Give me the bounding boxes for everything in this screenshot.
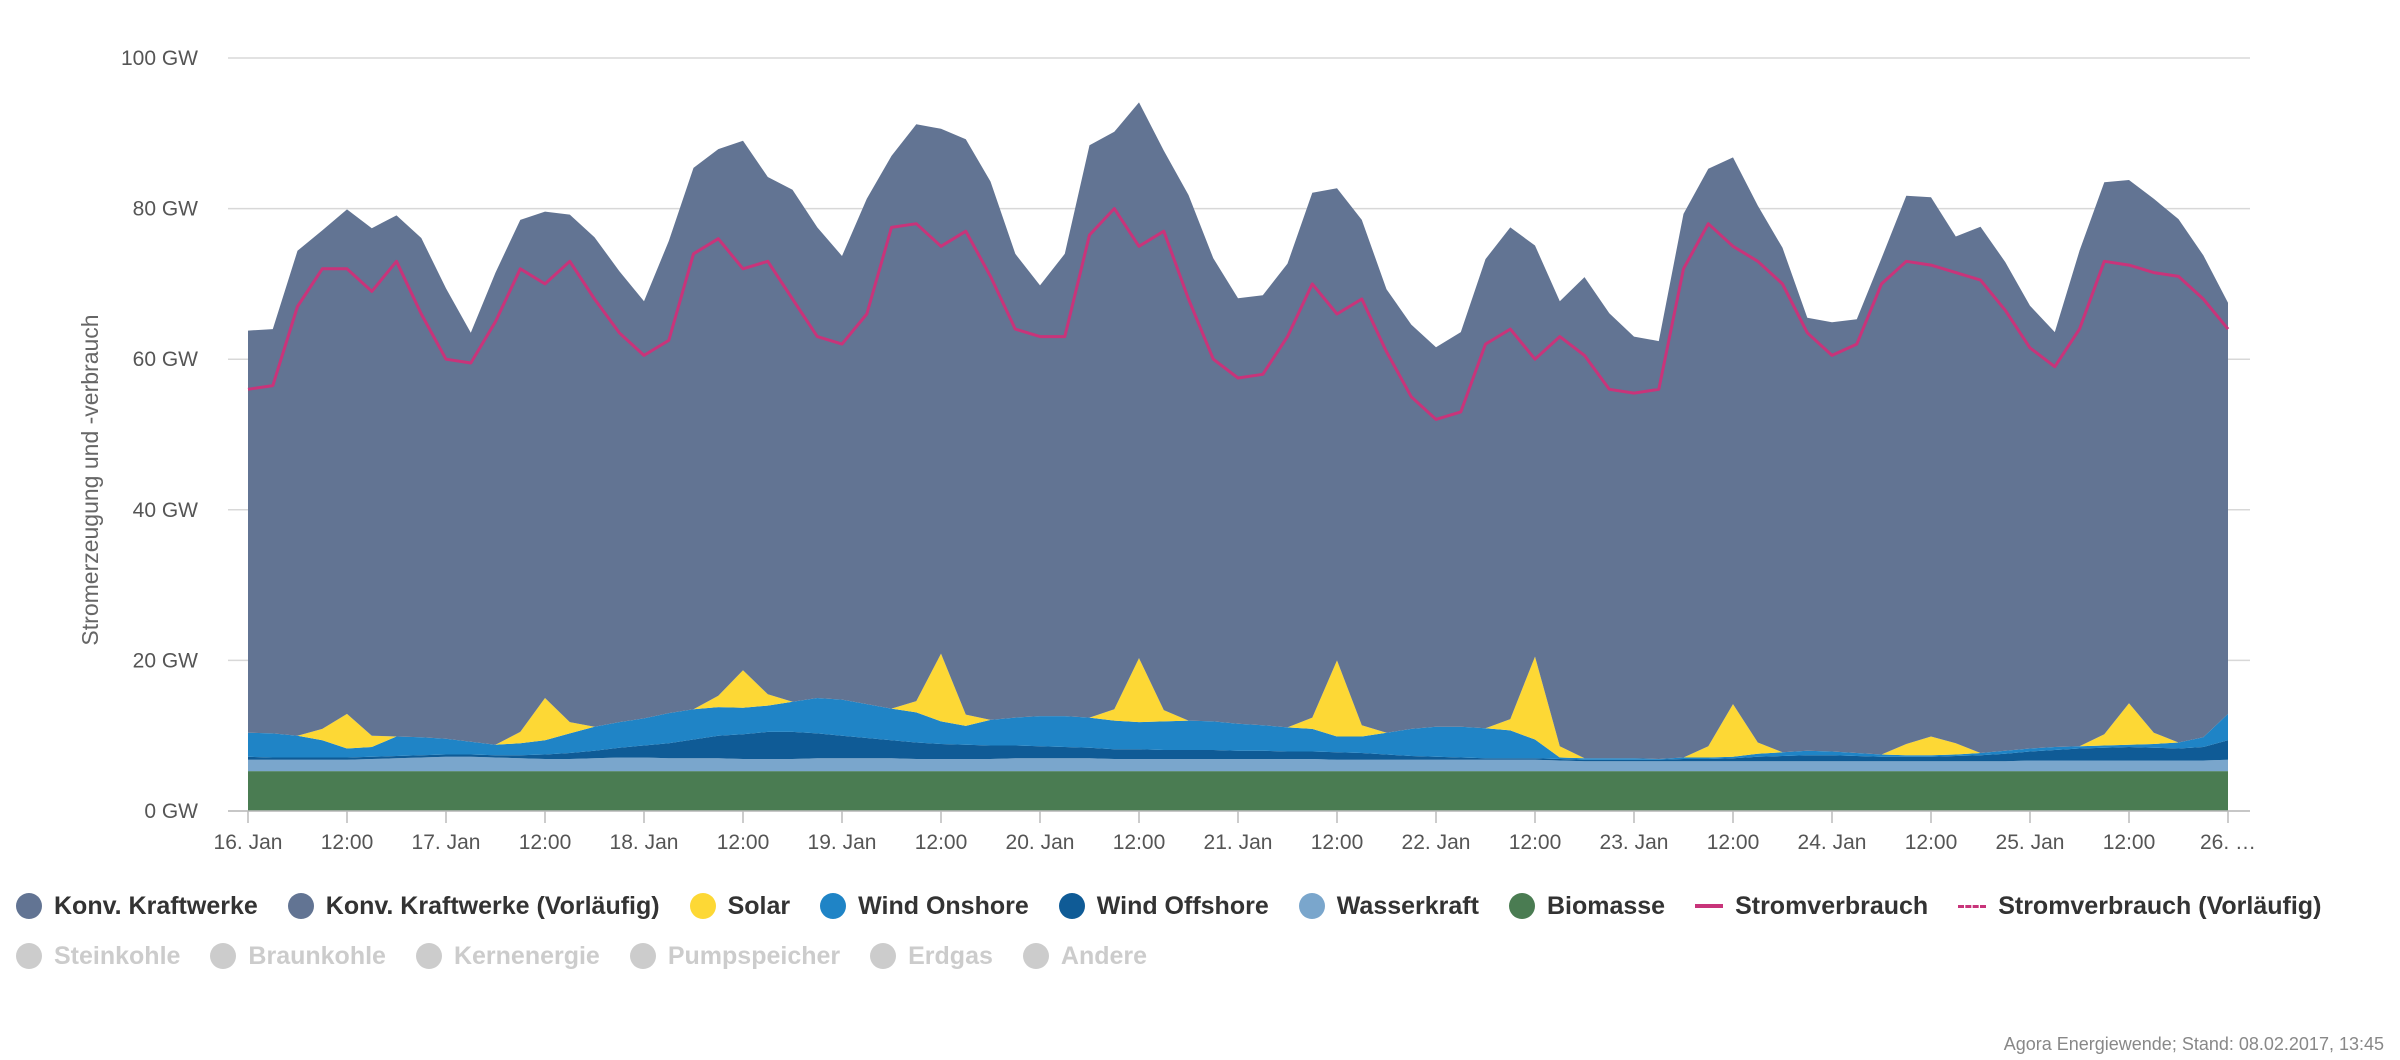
x-tick-label: 20. Jan xyxy=(1006,831,1075,854)
x-tick-label: 12:00 xyxy=(1311,831,1364,854)
x-tick-label: 26. … xyxy=(2200,831,2256,854)
legend-item-wind-offshore[interactable]: Wind Offshore xyxy=(1058,891,1269,921)
x-tick-label: 12:00 xyxy=(1707,831,1760,854)
legend-label: Braunkohle xyxy=(248,941,386,970)
legend-dot-icon xyxy=(689,893,716,919)
area-konv-kraftwerke xyxy=(248,102,2228,759)
legend-label: Kernenergie xyxy=(453,941,600,970)
legend-item-steinkohle[interactable]: Steinkohle xyxy=(16,942,180,971)
line-stromverbrauch xyxy=(247,207,2230,421)
x-tick-label: 21. Jan xyxy=(1204,831,1273,854)
legend: Konv. Kraftwerke Konv. Kraftwerke (Vorläu… xyxy=(16,888,2386,988)
area-solar xyxy=(248,653,2228,759)
legend-item-braunkohle[interactable]: Braunkohle xyxy=(210,942,386,971)
x-axis-ticks: 16. Jan 12:00 17. Jan 12:00 18. Jan 12:00 19. … xyxy=(214,811,2256,854)
legend-label: Wind Onshore xyxy=(858,891,1029,920)
credit-text: Agora Energiewende; Stand: 08.02.2017, 1… xyxy=(2003,1034,2384,1054)
area-wasserkraft xyxy=(248,756,2228,772)
x-tick-label: 25. Jan xyxy=(1996,831,2065,854)
area-wind-offshore xyxy=(248,731,2228,762)
consumption-line xyxy=(247,207,2230,421)
legend-item-wasserkraft[interactable]: Wasserkraft xyxy=(1298,891,1479,921)
legend-label: Wind Offshore xyxy=(1096,891,1269,920)
x-tick-label: 12:00 xyxy=(717,831,770,854)
legend-item-biomasse[interactable]: Biomasse xyxy=(1508,891,1666,921)
legend-dot-icon xyxy=(870,943,897,969)
legend-label: Steinkohle xyxy=(54,941,181,970)
x-tick-label: 12:00 xyxy=(2103,831,2156,854)
area-biomasse xyxy=(248,771,2228,811)
legend-dot-icon xyxy=(16,893,42,919)
legend-label: Stromverbrauch (Vorläufig) xyxy=(1998,891,2322,920)
x-tick-label: 12:00 xyxy=(1509,831,1562,854)
legend-label: Wasserkraft xyxy=(1336,891,1479,920)
legend-item-stromverbrauch[interactable]: Stromverbrauch xyxy=(1695,892,1928,921)
legend-label: Konv. Kraftwerke xyxy=(54,891,258,920)
legend-dot-icon xyxy=(820,893,847,919)
x-tick-label: 12:00 xyxy=(1905,831,1958,854)
x-tick-label: 12:00 xyxy=(1113,831,1166,854)
legend-dashed-line-icon xyxy=(1958,904,1987,908)
area-wind-onshore xyxy=(248,698,2228,760)
legend-dot-icon xyxy=(1508,893,1535,919)
legend-item-pumpspeicher[interactable]: Pumpspeicher xyxy=(629,941,841,971)
y-axis-ticks: 0 GW 20 GW 40 GW 60 GW 80 GW 100 GW xyxy=(121,47,198,823)
y-tick-label: 60 GW xyxy=(133,348,199,371)
x-tick-label: 12:00 xyxy=(915,831,968,854)
y-tick-label: 100 GW xyxy=(121,47,198,70)
legend-row-hidden: Steinkohle Braunkohle Kernenergie Pumpspeic… xyxy=(16,938,2386,974)
x-tick-label: 12:00 xyxy=(519,831,572,854)
legend-dot-icon xyxy=(287,893,314,919)
legend-item-konv-kraftwerke[interactable]: Konv. Kraftwerke xyxy=(16,892,258,921)
y-tick-label: 40 GW xyxy=(133,499,199,522)
legend-row-visible: Konv. Kraftwerke Konv. Kraftwerke (Vorläu… xyxy=(16,888,2386,924)
legend-item-erdgas[interactable]: Erdgas xyxy=(870,942,993,971)
x-tick-label: 19. Jan xyxy=(808,831,877,854)
legend-item-kernenergie[interactable]: Kernenergie xyxy=(415,941,600,971)
y-tick-label: 80 GW xyxy=(133,198,199,221)
legend-label: Stromverbrauch xyxy=(1735,891,1929,920)
y-tick-label: 20 GW xyxy=(133,649,199,672)
legend-item-wind-onshore[interactable]: Wind Onshore xyxy=(820,892,1029,921)
x-tick-label: 18. Jan xyxy=(610,831,679,854)
legend-dot-icon xyxy=(16,943,42,969)
legend-label: Solar xyxy=(727,891,791,920)
x-tick-label: 12:00 xyxy=(321,831,374,854)
x-tick-label: 17. Jan xyxy=(412,831,481,854)
legend-label: Erdgas xyxy=(908,941,993,970)
chart: 0 GW 20 GW 40 GW 60 GW 80 GW 100 GW 16. Jan 12… xyxy=(77,47,2256,854)
legend-dot-icon xyxy=(415,943,442,969)
legend-dot-icon xyxy=(210,943,237,969)
x-tick-label: 16. Jan xyxy=(214,831,283,854)
legend-label: Pumpspeicher xyxy=(667,941,841,970)
legend-label: Konv. Kraftwerke (Vorläufig) xyxy=(325,891,660,920)
x-tick-label: 23. Jan xyxy=(1600,831,1669,854)
legend-line-icon xyxy=(1695,904,1724,908)
legend-label: Andere xyxy=(1060,941,1148,970)
legend-dot-icon xyxy=(1298,893,1325,919)
legend-label: Biomasse xyxy=(1546,891,1666,920)
y-axis-label: Stromerzeugung und -verbrauch xyxy=(77,314,103,645)
x-tick-label: 22. Jan xyxy=(1402,831,1471,854)
legend-item-solar[interactable]: Solar xyxy=(689,891,791,921)
x-tick-label: 24. Jan xyxy=(1798,831,1867,854)
y-tick-label: 0 GW xyxy=(144,800,198,823)
legend-dot-icon xyxy=(1022,943,1049,969)
legend-dot-icon xyxy=(1058,893,1085,919)
legend-item-andere[interactable]: Andere xyxy=(1022,941,1148,971)
legend-dot-icon xyxy=(629,943,656,969)
legend-item-stromverbrauch-vorläufig[interactable]: Stromverbrauch (Vorläufig) xyxy=(1958,892,2321,921)
legend-item-konv-kraftwerke-vorläufig[interactable]: Konv. Kraftwerke (Vorläufig) xyxy=(287,891,660,921)
